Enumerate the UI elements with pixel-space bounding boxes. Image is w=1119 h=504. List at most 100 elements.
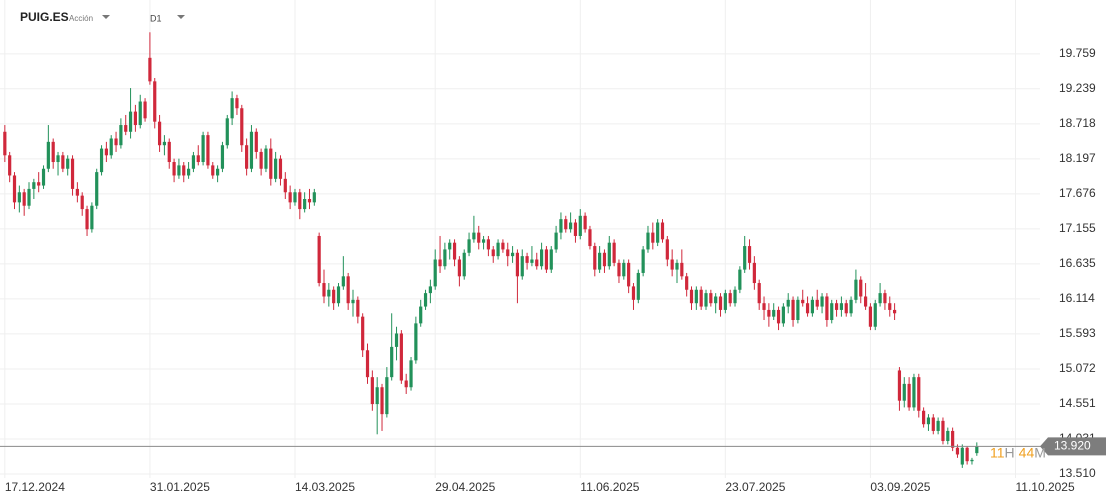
y-tick-label: 13.510: [1059, 466, 1096, 480]
candle-body: [917, 377, 921, 411]
last-price-box: [1040, 437, 1106, 456]
candle-body: [530, 259, 534, 263]
countdown-hours-unit: H: [1005, 444, 1015, 460]
countdown: 11H 44M: [990, 444, 1046, 460]
candle-body: [220, 145, 225, 169]
candle-body: [104, 148, 108, 156]
y-tick-label: 18.197: [1059, 151, 1096, 165]
candle-body: [772, 309, 776, 317]
x-tick-label: 17.12.2024: [5, 480, 65, 494]
candle-body: [496, 242, 500, 257]
candle-body: [569, 222, 573, 230]
candle-body: [288, 192, 292, 203]
candle-body: [709, 293, 713, 304]
candle-body: [868, 306, 873, 327]
candle-body: [206, 135, 210, 166]
candle-body: [365, 350, 370, 378]
timeframe-dropdown[interactable]: [177, 15, 185, 19]
x-tick-label: 31.01.2025: [150, 480, 210, 494]
candle-body: [733, 289, 737, 304]
candle-body: [815, 299, 819, 307]
candle-body: [51, 141, 55, 163]
candle-body: [90, 205, 94, 230]
candle-body: [539, 249, 544, 267]
candle-body: [820, 296, 824, 307]
last-price-label: 13.920: [1054, 439, 1091, 453]
candle-body: [646, 232, 650, 250]
candle-body: [491, 249, 495, 257]
candle-body: [133, 111, 137, 126]
countdown-minutes-unit: M: [1034, 444, 1046, 460]
candle-body: [341, 276, 345, 287]
candle-body: [873, 303, 877, 327]
candle-body: [549, 249, 553, 270]
candle-body: [283, 178, 287, 193]
candle-body: [95, 172, 99, 206]
candle-body: [264, 148, 268, 169]
candle-body: [786, 299, 790, 307]
candle-body: [544, 249, 549, 270]
candle-body: [245, 145, 249, 169]
candle-body: [201, 135, 205, 163]
candle-body: [12, 175, 17, 203]
candle-body: [738, 269, 742, 290]
candle-body: [462, 252, 466, 277]
x-tick-label: 23.07.2025: [725, 480, 785, 494]
candle-body: [670, 259, 674, 270]
candle-body: [443, 249, 447, 267]
candle-body: [825, 296, 829, 321]
candle-body: [114, 138, 118, 146]
candle-body: [844, 303, 848, 314]
candle-body: [506, 249, 510, 257]
candle-body: [602, 252, 607, 267]
candle-body: [452, 242, 457, 260]
y-tick-label: 15.072: [1059, 361, 1096, 375]
candle-body: [322, 283, 326, 297]
candle-body: [501, 242, 505, 250]
candle-body: [394, 333, 399, 347]
candle-body: [883, 293, 887, 304]
candle-body: [970, 459, 974, 462]
candle-body: [404, 380, 408, 388]
candle-body: [17, 192, 21, 203]
candle-body: [743, 246, 747, 270]
y-tick-label: 18.718: [1059, 116, 1096, 130]
candle-body: [230, 98, 234, 119]
candle-body: [888, 303, 892, 310]
candle-body: [80, 195, 84, 210]
candle-body: [124, 125, 128, 132]
candle-body: [776, 309, 781, 324]
candle-body: [805, 303, 810, 314]
y-tick-label: 16.114: [1059, 291, 1095, 305]
candle-body: [636, 272, 640, 300]
candle-body: [128, 111, 133, 132]
candle-body: [839, 303, 844, 310]
candle-body: [641, 249, 645, 273]
candle-body: [675, 262, 679, 270]
candle-body: [922, 410, 926, 425]
x-tick-label: 03.09.2025: [870, 480, 930, 494]
candle-body: [346, 276, 350, 304]
candle-body: [830, 303, 834, 321]
candle-body: [32, 182, 36, 189]
candle-body: [588, 229, 592, 247]
candle-body: [196, 155, 200, 163]
x-tick-label: 11.06.2025: [580, 480, 639, 494]
symbol-dropdown[interactable]: [102, 15, 110, 19]
candle-body: [849, 299, 853, 314]
candle-body: [699, 289, 703, 307]
candle-body: [796, 299, 800, 321]
candle-body: [225, 118, 229, 146]
timeframe[interactable]: D1: [150, 13, 162, 23]
candle-body: [854, 279, 858, 300]
candle-body: [931, 417, 935, 431]
candle-body: [414, 323, 418, 361]
candle-body: [351, 299, 355, 304]
candle-body: [191, 155, 196, 169]
candle-body: [27, 188, 31, 206]
candle-body: [863, 296, 868, 307]
candles: [3, 32, 979, 468]
symbol[interactable]: PUIG.ES: [20, 10, 69, 24]
